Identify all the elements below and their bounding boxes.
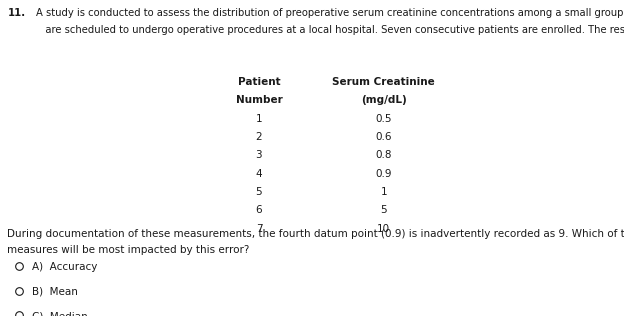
Text: 11.: 11.	[7, 8, 26, 18]
Text: 5: 5	[381, 205, 387, 216]
Text: 1: 1	[256, 114, 262, 124]
Text: During documentation of these measurements, the fourth datum point (0.9) is inad: During documentation of these measuremen…	[7, 229, 624, 239]
Text: measures will be most impacted by this error?: measures will be most impacted by this e…	[7, 245, 250, 255]
Text: 3: 3	[256, 150, 262, 161]
Text: 5: 5	[256, 187, 262, 197]
Text: B)  Mean: B) Mean	[32, 287, 79, 297]
Text: Patient: Patient	[238, 77, 280, 88]
Text: Number: Number	[236, 95, 282, 105]
Text: 4: 4	[256, 169, 262, 179]
Text: 2: 2	[256, 132, 262, 142]
Text: are scheduled to undergo operative procedures at a local hospital. Seven consecu: are scheduled to undergo operative proce…	[36, 25, 624, 35]
Text: A study is conducted to assess the distribution of preoperative serum creatinine: A study is conducted to assess the distr…	[36, 8, 624, 18]
Text: Serum Creatinine: Serum Creatinine	[333, 77, 435, 88]
Text: 0.6: 0.6	[376, 132, 392, 142]
Text: C)  Median: C) Median	[32, 312, 88, 316]
Text: 0.9: 0.9	[376, 169, 392, 179]
Text: 6: 6	[256, 205, 262, 216]
Text: 10: 10	[377, 224, 391, 234]
Text: 0.5: 0.5	[376, 114, 392, 124]
Text: A)  Accuracy: A) Accuracy	[32, 262, 98, 272]
Text: 7: 7	[256, 224, 262, 234]
Text: (mg/dL): (mg/dL)	[361, 95, 407, 105]
Text: 1: 1	[381, 187, 387, 197]
Text: 0.8: 0.8	[376, 150, 392, 161]
